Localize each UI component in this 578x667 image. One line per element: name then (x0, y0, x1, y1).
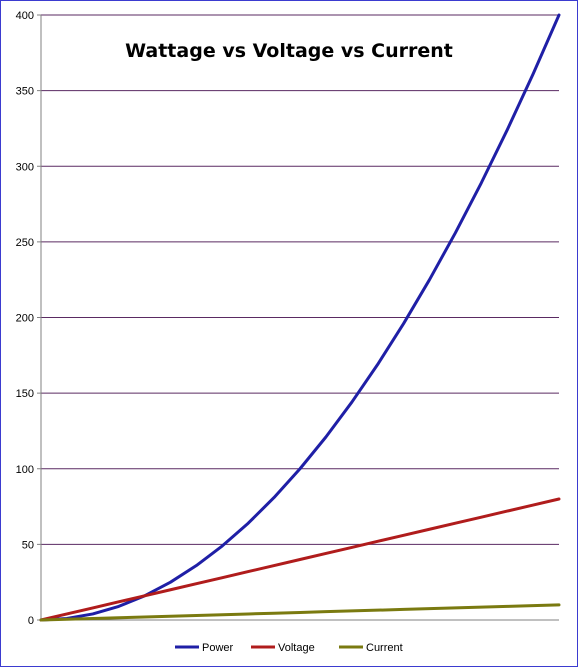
y-tick-label-400: 400 (16, 10, 34, 22)
y-tick-label-300: 300 (16, 161, 34, 173)
series-line-power (39, 13, 561, 622)
legend-item-voltage: Voltage (251, 642, 315, 654)
y-tick-label-100: 100 (16, 464, 34, 476)
grid-layer (41, 14, 559, 545)
y-tick-label-250: 250 (16, 237, 34, 249)
series-line-current (39, 603, 561, 622)
y-tick-label-0: 0 (28, 615, 34, 627)
y-tick-label-200: 200 (16, 313, 34, 325)
y-tick-label-50: 50 (22, 539, 34, 551)
legend-label-current: Current (366, 642, 403, 654)
series-layer (39, 13, 561, 622)
legend-item-power: Power (175, 642, 234, 654)
chart-title: Wattage vs Voltage vs Current (125, 40, 453, 62)
axis-layer: 0 50 100 150 200 250 300 350 400 (16, 10, 559, 627)
legend: Power Voltage Current (175, 642, 403, 654)
series-line-voltage (39, 497, 561, 622)
legend-label-voltage: Voltage (278, 642, 315, 654)
legend-item-current: Current (339, 642, 403, 654)
legend-label-power: Power (202, 642, 234, 654)
y-tick-label-150: 150 (16, 388, 34, 400)
y-tick-label-350: 350 (16, 86, 34, 98)
